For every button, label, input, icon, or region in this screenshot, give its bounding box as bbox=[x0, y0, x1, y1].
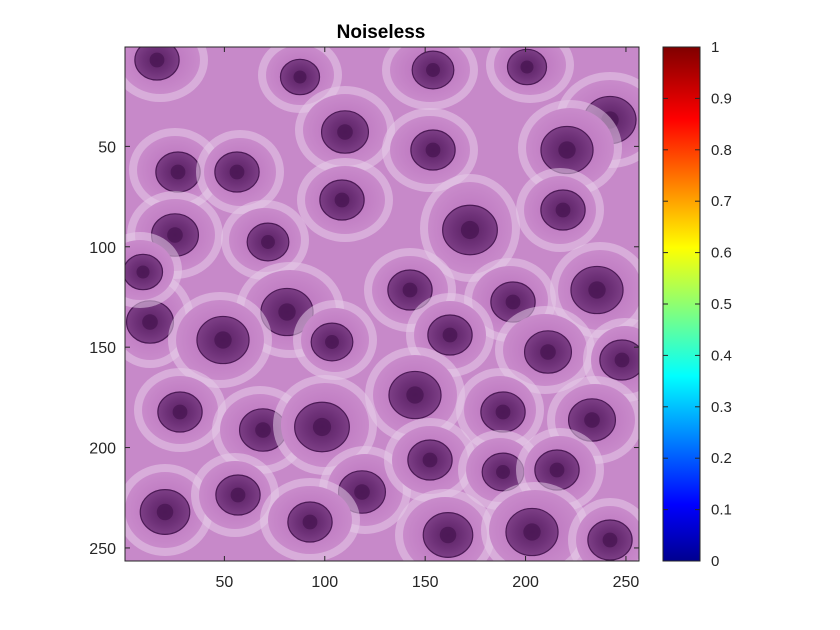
colorbar-tick-label: 0.8 bbox=[711, 142, 732, 159]
plot-title: Noiseless bbox=[337, 22, 426, 43]
nucleolus bbox=[170, 164, 186, 180]
nucleolus bbox=[584, 412, 600, 428]
nucleolus bbox=[278, 303, 296, 321]
x-tick-label: 100 bbox=[311, 574, 338, 591]
nucleolus bbox=[325, 335, 339, 349]
y-tick-label: 250 bbox=[89, 541, 116, 558]
nucleolus bbox=[302, 514, 318, 530]
nucleolus bbox=[422, 452, 438, 468]
nucleolus bbox=[255, 422, 271, 438]
colorbar-gradient bbox=[662, 46, 701, 562]
nucleolus bbox=[588, 281, 606, 299]
colorbar-ticks: 0 0.1 0.2 0.3 0.4 0.5 0.6 0.7 0.8 0.9 1 bbox=[663, 39, 732, 570]
colorbar-tick-label: 0.1 bbox=[711, 502, 732, 519]
nucleolus bbox=[167, 227, 183, 243]
colorbar-tick-label: 0.9 bbox=[711, 90, 732, 107]
x-tick-label: 250 bbox=[613, 574, 640, 591]
nucleolus bbox=[406, 386, 424, 404]
nucleolus bbox=[555, 202, 571, 218]
nucleolus bbox=[354, 484, 370, 500]
y-tick-label: 150 bbox=[89, 340, 116, 357]
nucleolus bbox=[293, 70, 307, 84]
nucleolus bbox=[558, 141, 576, 159]
colorbar-tick-label: 0 bbox=[711, 553, 719, 570]
nucleolus bbox=[426, 63, 440, 77]
x-tick-label: 200 bbox=[512, 574, 539, 591]
nucleolus bbox=[156, 503, 174, 521]
colorbar-tick-label: 0.6 bbox=[711, 245, 732, 262]
nucleolus bbox=[549, 462, 565, 478]
y-tick-label: 200 bbox=[89, 441, 116, 458]
nucleolus bbox=[337, 124, 353, 140]
colorbar-tick-label: 0.4 bbox=[711, 347, 732, 364]
nucleolus bbox=[442, 327, 458, 343]
colorbar-tick-label: 0.3 bbox=[711, 399, 732, 416]
x-tick-label: 50 bbox=[215, 574, 233, 591]
colorbar: 0 0.1 0.2 0.3 0.4 0.5 0.6 0.7 0.8 0.9 1 bbox=[662, 39, 732, 570]
nucleolus bbox=[602, 532, 618, 548]
nucleolus bbox=[540, 344, 556, 360]
cell-layer bbox=[125, 47, 639, 561]
image-axes-frame bbox=[124, 46, 640, 562]
nucleolus bbox=[505, 294, 521, 310]
nucleolus bbox=[229, 164, 245, 180]
nucleolus bbox=[425, 142, 441, 158]
nucleolus bbox=[402, 282, 418, 298]
nucleolus bbox=[614, 352, 630, 368]
y-tick-label: 50 bbox=[98, 139, 116, 156]
nucleolus bbox=[149, 52, 165, 68]
nucleolus bbox=[460, 220, 480, 240]
nucleolus bbox=[439, 526, 457, 544]
nucleolus bbox=[495, 404, 511, 420]
histology-image bbox=[125, 47, 639, 561]
nucleolus bbox=[496, 465, 510, 479]
y-tick-label: 100 bbox=[89, 240, 116, 257]
nucleolus bbox=[312, 417, 332, 437]
nucleolus bbox=[261, 235, 275, 249]
x-axis: 50 100 150 200 250 bbox=[215, 47, 639, 591]
nucleolus bbox=[136, 265, 150, 279]
colorbar-tick-label: 0.2 bbox=[711, 450, 732, 467]
nucleolus bbox=[230, 487, 246, 503]
y-axis: 50 100 150 200 250 bbox=[89, 139, 639, 558]
nucleolus bbox=[523, 523, 541, 541]
nucleolus bbox=[520, 60, 534, 74]
nucleolus bbox=[334, 192, 350, 208]
nucleolus bbox=[172, 404, 188, 420]
colorbar-tick-label: 0.5 bbox=[711, 296, 732, 313]
x-tick-label: 150 bbox=[412, 574, 439, 591]
nucleolus bbox=[142, 314, 158, 330]
colorbar-tick-label: 1 bbox=[711, 39, 719, 56]
colorbar-tick-label: 0.7 bbox=[711, 193, 732, 210]
nucleolus bbox=[214, 331, 232, 349]
